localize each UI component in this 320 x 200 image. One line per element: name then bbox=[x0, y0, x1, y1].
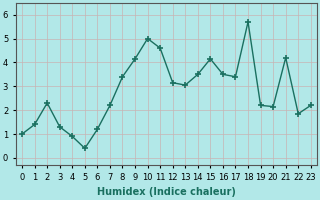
X-axis label: Humidex (Indice chaleur): Humidex (Indice chaleur) bbox=[97, 187, 236, 197]
